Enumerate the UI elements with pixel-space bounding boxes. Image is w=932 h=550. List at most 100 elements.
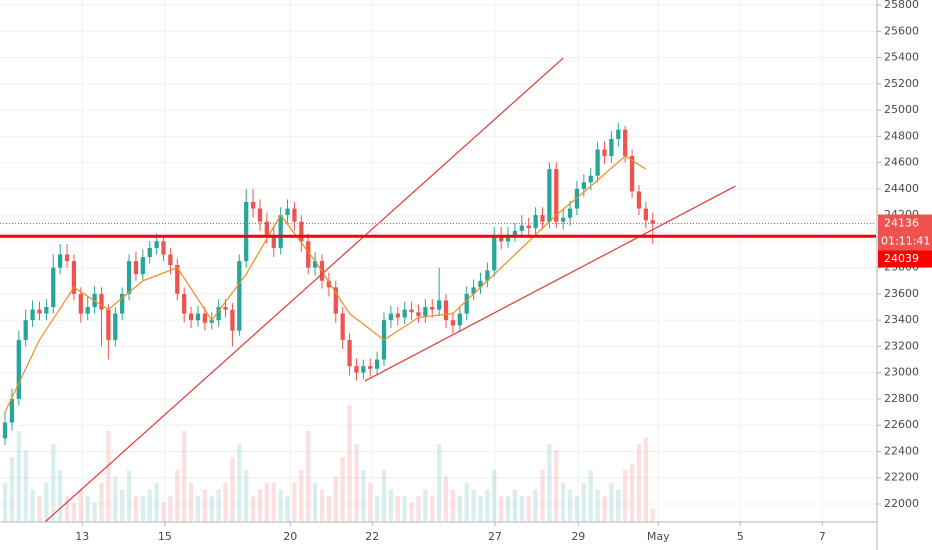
candle-body xyxy=(223,307,228,310)
candle-body xyxy=(85,307,90,314)
candle-body xyxy=(175,265,180,294)
candle-body xyxy=(595,149,600,176)
y-tick-label: 24600 xyxy=(884,156,919,169)
volume-bar xyxy=(547,444,552,522)
volume-bar xyxy=(478,496,483,522)
level-label: 24039 xyxy=(884,252,919,265)
candle-body xyxy=(567,208,573,218)
candle-body xyxy=(37,309,42,314)
candle-body xyxy=(464,293,469,314)
candle-body xyxy=(133,261,139,275)
volume-bar xyxy=(126,470,132,522)
volume-bar xyxy=(292,483,297,522)
candle-body xyxy=(492,234,497,271)
volume-bar xyxy=(485,489,490,522)
trend-line xyxy=(44,57,564,523)
volume-bar xyxy=(30,489,35,522)
candle-body xyxy=(540,215,545,222)
candle-body xyxy=(409,309,414,313)
volume-bar xyxy=(381,470,387,522)
candle-body xyxy=(471,287,476,294)
candle-body xyxy=(437,300,442,310)
x-tick-label: 7 xyxy=(819,530,826,543)
candle-body xyxy=(368,366,373,369)
candle-body xyxy=(264,221,270,235)
candle-body xyxy=(78,293,83,314)
volume-bar xyxy=(168,496,173,522)
candle-body xyxy=(430,307,435,310)
volume-bar xyxy=(499,496,504,522)
candle-body xyxy=(250,201,256,209)
volume-bar xyxy=(361,470,366,522)
volume-bar xyxy=(471,489,476,522)
candle-body xyxy=(416,312,421,317)
candle-body xyxy=(602,149,607,157)
candle-body xyxy=(244,201,249,262)
candle-body xyxy=(292,208,297,222)
volume-bar xyxy=(223,483,228,522)
y-tick-label: 25600 xyxy=(884,24,919,37)
candle-body xyxy=(285,208,290,216)
volume-bar xyxy=(540,470,545,522)
last-price-box xyxy=(878,214,932,251)
candle-body xyxy=(395,313,400,318)
volume-bar xyxy=(636,444,642,522)
trend-line xyxy=(364,185,736,382)
candle-body xyxy=(561,217,566,222)
candle-body xyxy=(347,339,352,367)
volume-bar xyxy=(312,483,318,522)
x-tick-label: 22 xyxy=(365,530,379,543)
volume-bar xyxy=(581,483,586,522)
candle-body xyxy=(616,129,621,139)
volume-bar xyxy=(113,476,118,522)
volume-bar xyxy=(23,450,28,522)
volume-bar xyxy=(99,483,104,522)
y-tick-label: 23600 xyxy=(884,287,919,300)
volume-bar xyxy=(561,483,566,522)
candle-body xyxy=(161,241,166,255)
volume-bar xyxy=(643,437,648,522)
volume-bar xyxy=(443,476,449,522)
volume-bar xyxy=(2,483,8,522)
y-tick-label: 22800 xyxy=(884,392,919,405)
candle-body xyxy=(306,241,311,268)
candle-body xyxy=(120,293,125,314)
y-tick-label: 25000 xyxy=(884,103,919,116)
volume-pane xyxy=(2,405,655,522)
candle-body xyxy=(126,261,132,294)
volume-bar xyxy=(257,489,263,522)
y-tick-label: 24400 xyxy=(884,182,919,195)
volume-bar xyxy=(402,496,407,522)
volume-bar xyxy=(629,463,635,522)
axes: 22000 22200 22400 22600 22800 23000 23200 23400… xyxy=(75,0,932,543)
candle-body xyxy=(216,307,221,321)
volume-bar xyxy=(340,457,345,522)
volume-bar xyxy=(237,444,242,522)
candle-body xyxy=(312,261,318,268)
candle-body xyxy=(423,307,428,317)
moving-average xyxy=(4,155,647,413)
volume-bar xyxy=(154,483,159,522)
candle-body xyxy=(326,280,332,288)
volume-bar xyxy=(271,483,276,522)
volume-bar xyxy=(395,496,400,522)
y-tick-label: 25800 xyxy=(884,0,919,11)
x-tick-label: 20 xyxy=(283,530,297,543)
volume-bar xyxy=(9,457,15,522)
candle-body xyxy=(168,254,173,266)
candle-body xyxy=(443,300,449,321)
candle-body xyxy=(140,257,145,275)
candle-body xyxy=(230,309,235,331)
volume-bar xyxy=(106,431,111,522)
candle-body xyxy=(278,215,283,248)
candle-body xyxy=(147,247,152,258)
candle-body xyxy=(650,220,655,224)
candle-body xyxy=(44,307,49,314)
volume-bar xyxy=(285,496,290,522)
candle-body xyxy=(512,230,518,235)
candle-body xyxy=(499,234,504,242)
volume-bar xyxy=(161,502,166,522)
y-tick-label: 25200 xyxy=(884,77,919,90)
candle-body xyxy=(9,398,15,423)
y-tick-label: 24800 xyxy=(884,129,919,142)
